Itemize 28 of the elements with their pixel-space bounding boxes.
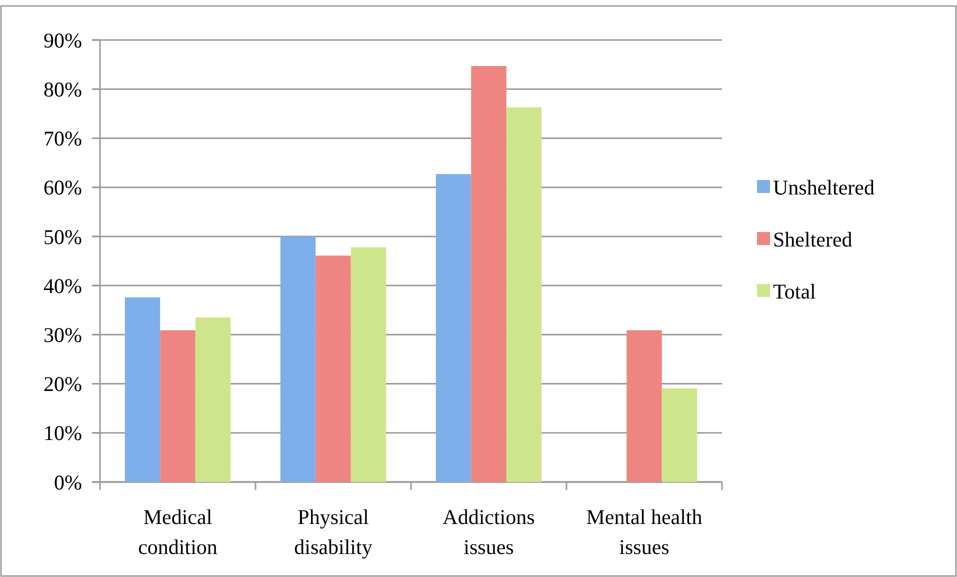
- bar: [471, 66, 506, 482]
- bar: [506, 107, 542, 482]
- bar: [350, 247, 386, 482]
- bar: [280, 236, 316, 482]
- bar: [124, 297, 160, 482]
- y-tick-label: 70%: [44, 126, 82, 151]
- bar: [626, 330, 662, 482]
- bar: [436, 174, 472, 482]
- y-tick-label: 30%: [44, 323, 82, 348]
- bar: [316, 256, 351, 482]
- legend-label: Total: [773, 279, 816, 304]
- y-tick-label: 90%: [44, 28, 82, 52]
- y-tick-label: 20%: [44, 372, 82, 396]
- y-tick-label: 80%: [44, 77, 82, 102]
- y-tick-label: 0%: [54, 470, 82, 494]
- bar: [160, 330, 196, 482]
- x-tick-label: Medical condition: [138, 505, 218, 559]
- legend-label: Unsheltered: [773, 175, 875, 200]
- legend-label: Sheltered: [773, 227, 853, 252]
- y-tick-label: 50%: [44, 224, 82, 249]
- x-tick-label: Physical disability: [294, 505, 373, 559]
- y-tick-label: 40%: [44, 274, 82, 298]
- x-tick-label: Addictions issues: [442, 505, 535, 559]
- bar: [662, 388, 698, 482]
- x-tick-label: Mental health issues: [586, 505, 703, 559]
- y-tick-label: 60%: [44, 176, 82, 200]
- y-tick-label: 10%: [44, 421, 82, 446]
- bar: [195, 317, 231, 482]
